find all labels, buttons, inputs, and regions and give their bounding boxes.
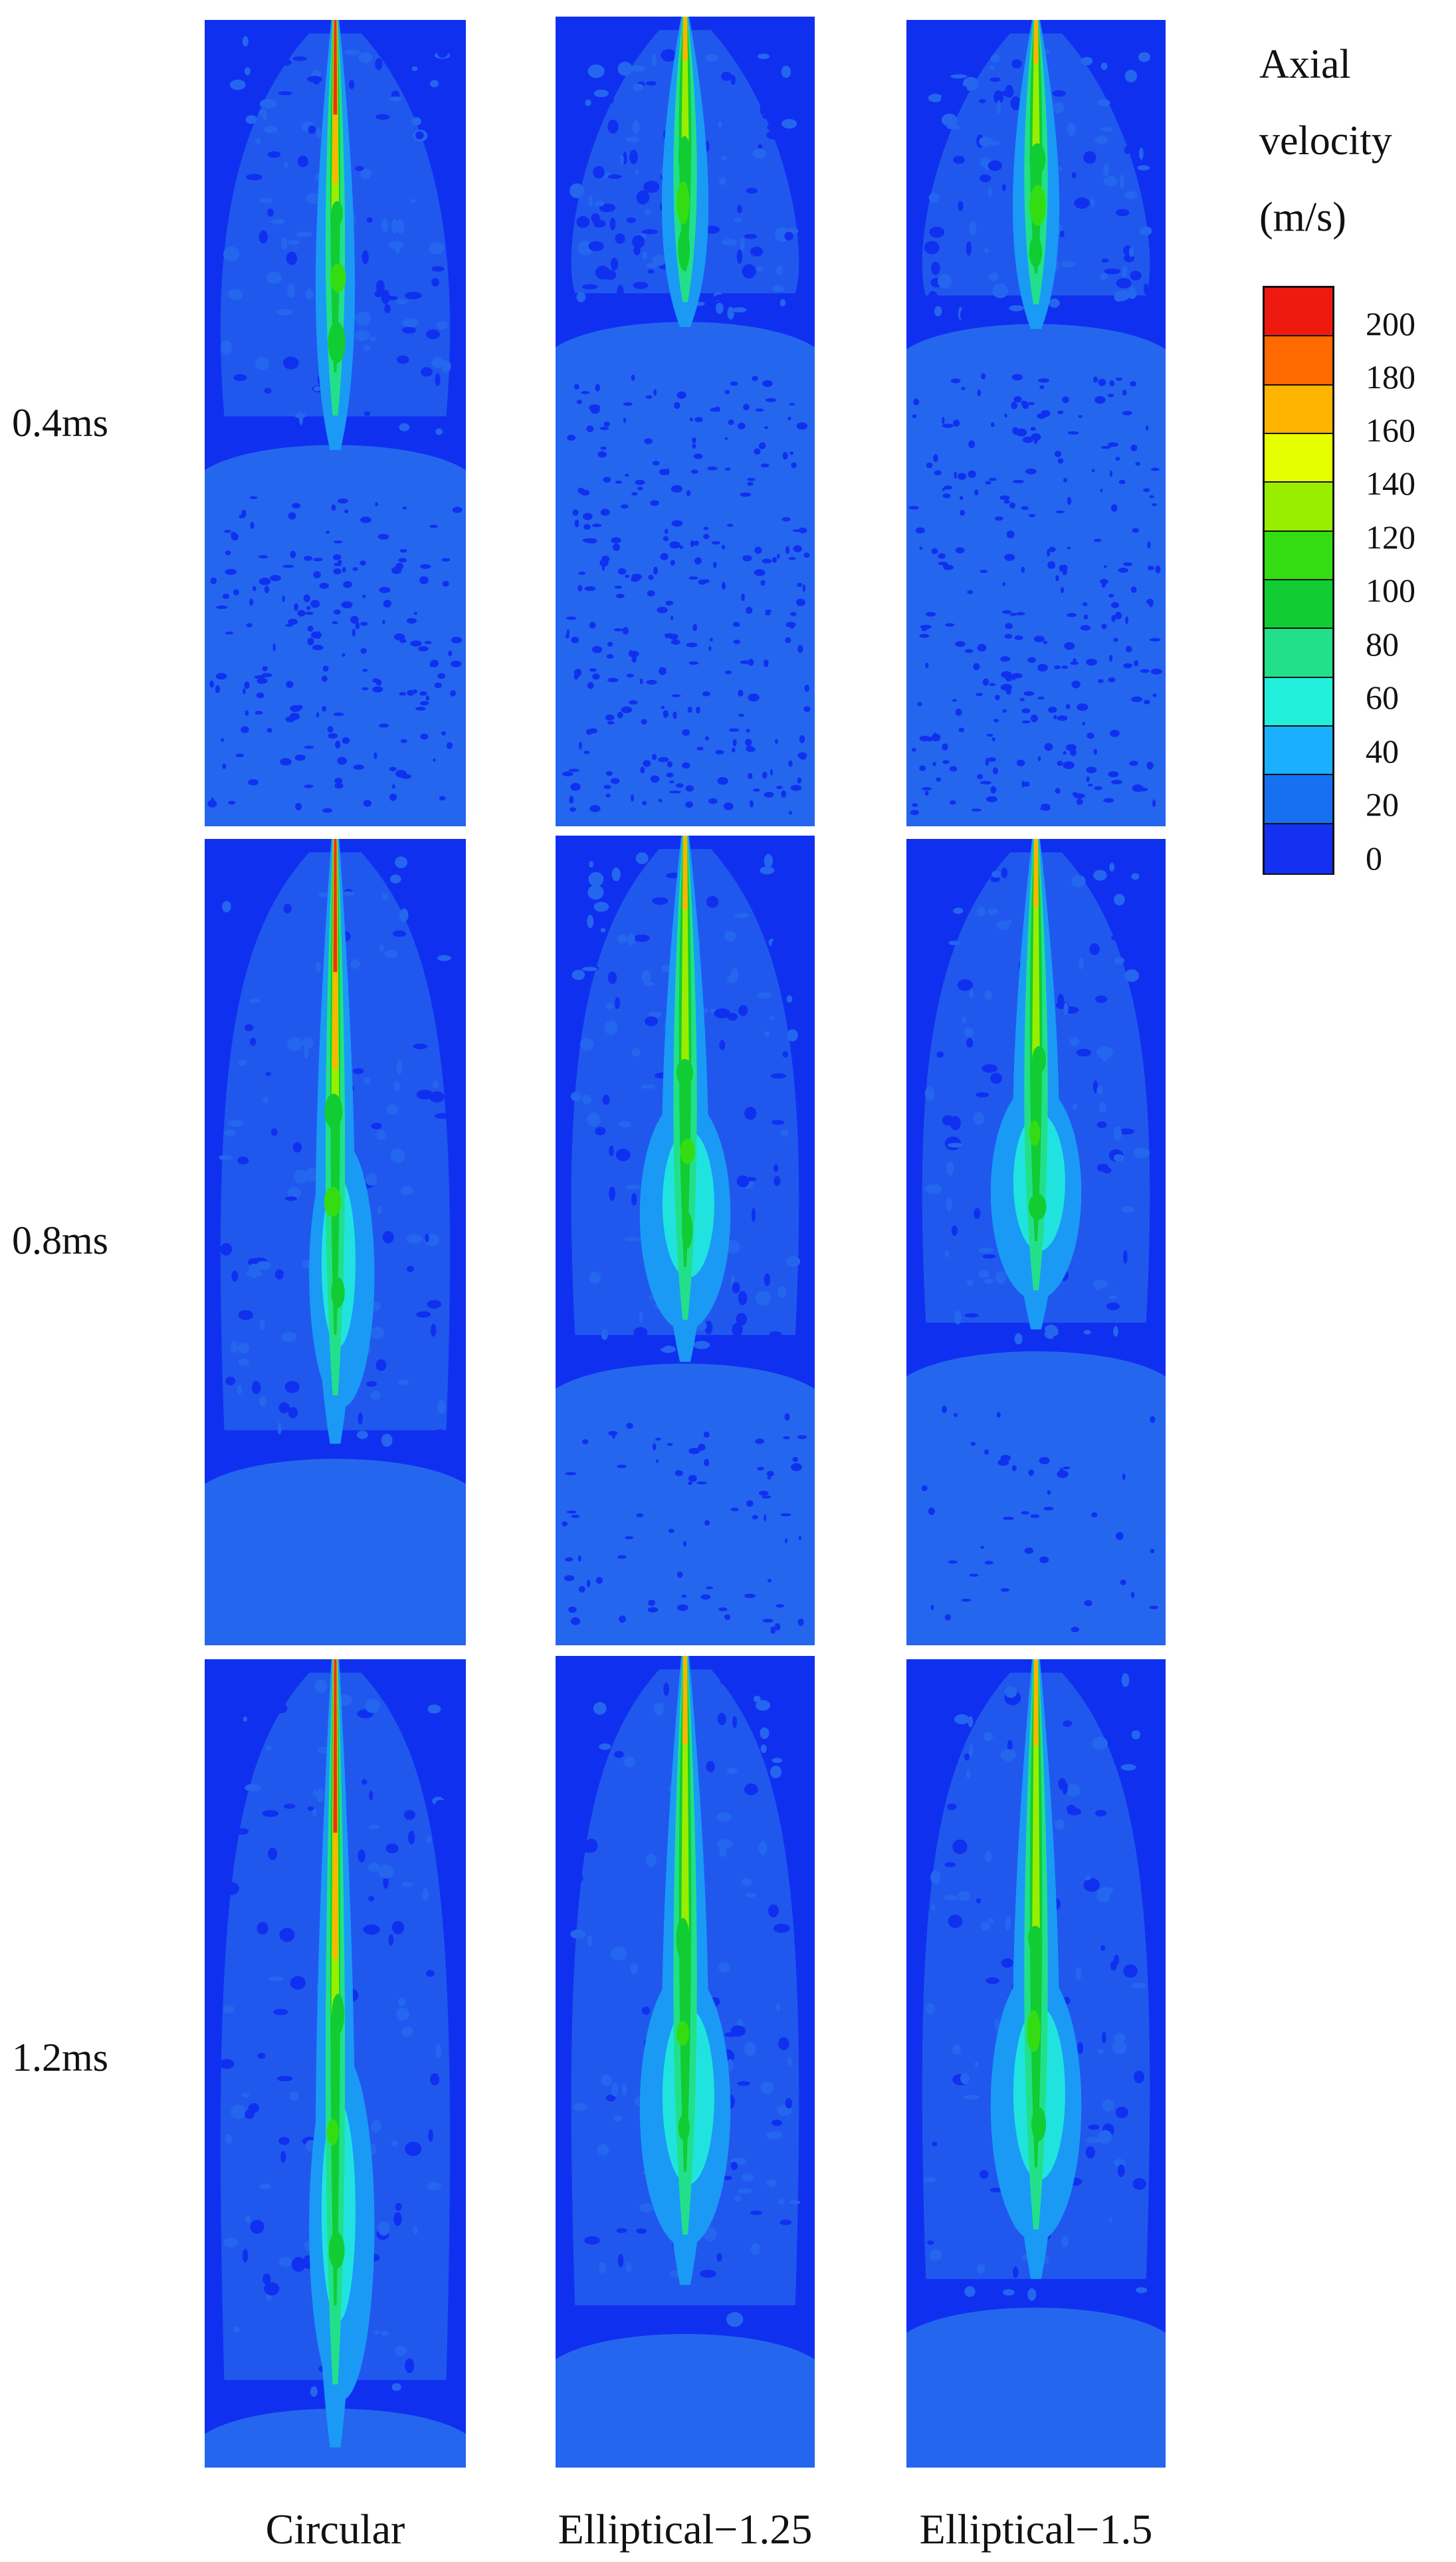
colorbar-swatch (1265, 288, 1332, 338)
colorbar-swatch (1265, 677, 1332, 727)
legend-title-line-2: velocity (1259, 118, 1392, 164)
colorbar-tick-20: 20 (1366, 786, 1399, 823)
colorbar-tick-120: 120 (1366, 519, 1415, 556)
panel-elliptical-1.5-0.8ms (906, 839, 1166, 1645)
colorbar-swatch (1265, 629, 1332, 679)
panel-circular-0.4ms (205, 20, 466, 826)
col-label-elliptical-1.25: Elliptical−1.25 (558, 2505, 813, 2553)
panel-elliptical-1.5-1.2ms (906, 1659, 1166, 2468)
panel-elliptical-1.25-1.2ms (556, 1656, 815, 2468)
col-label-circular: Circular (265, 2505, 405, 2553)
colorbar-tick-200: 200 (1366, 305, 1415, 342)
colorbar-tick-40: 40 (1366, 733, 1399, 770)
colorbar-tick-60: 60 (1366, 679, 1399, 716)
colorbar-swatch (1265, 824, 1332, 873)
row-label-0.8ms: 0.8ms (12, 1219, 109, 1262)
contour-circular-0.8ms (205, 839, 466, 1645)
row-label-0.4ms: 0.4ms (12, 401, 109, 445)
colorbar-swatch (1265, 434, 1332, 484)
contour-elliptical-1.25-0.8ms (556, 836, 815, 1645)
contour-circular-1.2ms (205, 1659, 466, 2468)
contour-elliptical-1.5-0.8ms (906, 839, 1166, 1645)
panel-elliptical-1.25-0.8ms (556, 836, 815, 1645)
panel-elliptical-1.5-0.4ms (906, 20, 1166, 826)
legend-title: Axial velocity (m/s) (1259, 27, 1392, 256)
panel-elliptical-1.25-0.4ms (556, 17, 815, 826)
row-label-1.2ms: 1.2ms (12, 2036, 109, 2079)
contour-elliptical-1.25-1.2ms (556, 1656, 815, 2468)
colorbar-swatch (1265, 385, 1332, 435)
colorbar-tick-0: 0 (1366, 840, 1382, 877)
contour-elliptical-1.5-0.4ms (906, 20, 1166, 826)
col-label-elliptical-1.5: Elliptical−1.5 (919, 2505, 1153, 2553)
contour-circular-0.4ms (205, 20, 466, 826)
panel-circular-1.2ms (205, 1659, 466, 2468)
colorbar-swatch (1265, 727, 1332, 776)
contour-elliptical-1.5-1.2ms (906, 1659, 1166, 2468)
legend-title-line-1: Axial (1259, 42, 1351, 87)
contour-elliptical-1.25-0.4ms (556, 17, 815, 826)
colorbar-tick-100: 100 (1366, 572, 1415, 609)
colorbar-swatch (1265, 580, 1332, 630)
colorbar-swatch (1265, 775, 1332, 825)
colorbar-tick-180: 180 (1366, 358, 1415, 396)
colorbar-tick-160: 160 (1366, 411, 1415, 449)
colorbar-swatch (1265, 483, 1332, 532)
panel-circular-0.8ms (205, 839, 466, 1645)
colorbar (1263, 286, 1334, 875)
colorbar-tick-80: 80 (1366, 626, 1399, 663)
colorbar-tick-140: 140 (1366, 465, 1415, 502)
colorbar-swatch (1265, 531, 1332, 581)
legend-title-line-3: (m/s) (1259, 195, 1346, 240)
colorbar-swatch (1265, 336, 1332, 386)
